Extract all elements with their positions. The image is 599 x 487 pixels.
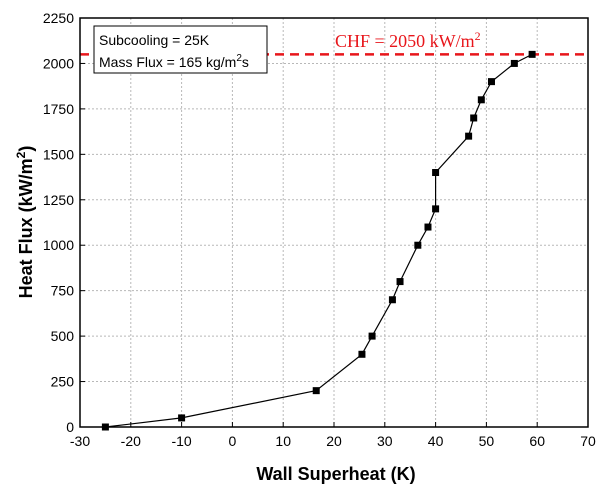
y-tick-label: 1250	[43, 192, 74, 208]
data-point	[368, 332, 376, 340]
x-tick-label: 20	[326, 433, 342, 449]
data-point	[487, 78, 495, 86]
data-point	[432, 205, 440, 213]
y-tick-label: 1500	[43, 146, 74, 162]
x-tick-label: 30	[377, 433, 393, 449]
data-point	[396, 278, 404, 286]
data-point	[528, 50, 536, 58]
x-axis-title: Wall Superheat (K)	[256, 464, 415, 484]
x-tick-label: 50	[479, 433, 495, 449]
data-point	[510, 59, 518, 67]
series-heat-flux	[101, 50, 536, 431]
data-point	[424, 223, 432, 231]
y-tick-label: 2000	[43, 55, 74, 71]
legend-box-border	[93, 25, 268, 74]
data-point	[432, 169, 440, 177]
x-tick-label: 0	[229, 433, 237, 449]
y-tick-label: 750	[51, 283, 75, 299]
data-point	[414, 241, 422, 249]
data-point	[388, 296, 396, 304]
y-tick-label: 1000	[43, 237, 74, 253]
series-line	[105, 53, 533, 428]
x-tick-label: 60	[529, 433, 545, 449]
y-axis-title: Heat Flux (kW/m2)	[14, 146, 36, 299]
y-tick-label: 250	[51, 374, 75, 390]
legend-box: Subcooling = 25K Mass Flux = 165 kg/m2s	[93, 25, 268, 74]
data-point	[178, 414, 186, 422]
data-point	[358, 350, 366, 358]
legend-mass-flux: Mass Flux = 165 kg/m2s	[99, 53, 249, 70]
y-tick-label: 1750	[43, 101, 74, 117]
axis-ticks: -30 -20 -10 0 10 20 30 40 50 60 70 0 250 500 750 1000 12…	[43, 10, 596, 449]
y-tick-label: 500	[51, 328, 75, 344]
x-tick-label: 70	[580, 433, 596, 449]
x-tick-label: -30	[70, 433, 90, 449]
x-tick-label: 10	[275, 433, 291, 449]
data-point	[465, 132, 473, 140]
grid-lines	[80, 18, 588, 427]
data-point	[312, 387, 320, 395]
y-tick-label: 2250	[43, 10, 74, 26]
data-point	[477, 96, 485, 104]
x-tick-label: -20	[121, 433, 141, 449]
legend-subcooling: Subcooling = 25K	[99, 32, 210, 48]
data-point	[470, 114, 478, 122]
x-tick-label: -10	[171, 433, 191, 449]
chf-label: CHF = 2050 kW/m2	[335, 29, 481, 51]
x-tick-label: 40	[428, 433, 444, 449]
y-tick-label: 0	[66, 419, 74, 435]
